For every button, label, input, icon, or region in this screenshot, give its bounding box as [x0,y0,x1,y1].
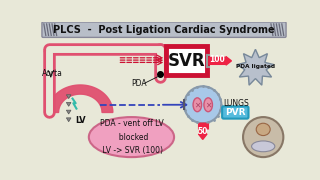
Ellipse shape [252,141,275,152]
Ellipse shape [89,117,174,157]
Ellipse shape [193,98,202,112]
FancyArrow shape [198,123,207,139]
Polygon shape [66,102,71,106]
FancyBboxPatch shape [222,106,248,119]
Circle shape [243,117,283,157]
Text: LV: LV [75,116,86,125]
Text: PDA ligated: PDA ligated [236,64,275,69]
Text: PDA: PDA [132,79,147,88]
Text: ✕: ✕ [205,100,212,109]
Text: ✕: ✕ [194,100,201,109]
Text: PVR: PVR [225,108,245,117]
Polygon shape [237,49,274,85]
Ellipse shape [256,123,270,136]
Polygon shape [66,95,71,99]
Text: Aorta: Aorta [42,69,62,78]
Text: PDA - vent off LV
  blocked
 LV -> SVR (100): PDA - vent off LV blocked LV -> SVR (100… [100,119,163,156]
FancyBboxPatch shape [166,46,207,75]
Circle shape [184,86,221,123]
Text: LUNGS: LUNGS [224,100,249,109]
Ellipse shape [204,98,212,112]
Text: SVR: SVR [168,52,205,70]
Polygon shape [48,85,113,112]
FancyArrow shape [209,57,231,65]
FancyBboxPatch shape [42,22,286,37]
Text: 50: 50 [197,127,208,136]
Polygon shape [66,118,71,122]
Text: PLCS  -  Post Ligation Cardiac Syndrome: PLCS - Post Ligation Cardiac Syndrome [53,25,275,35]
Text: 100: 100 [209,55,225,64]
Polygon shape [66,110,71,114]
